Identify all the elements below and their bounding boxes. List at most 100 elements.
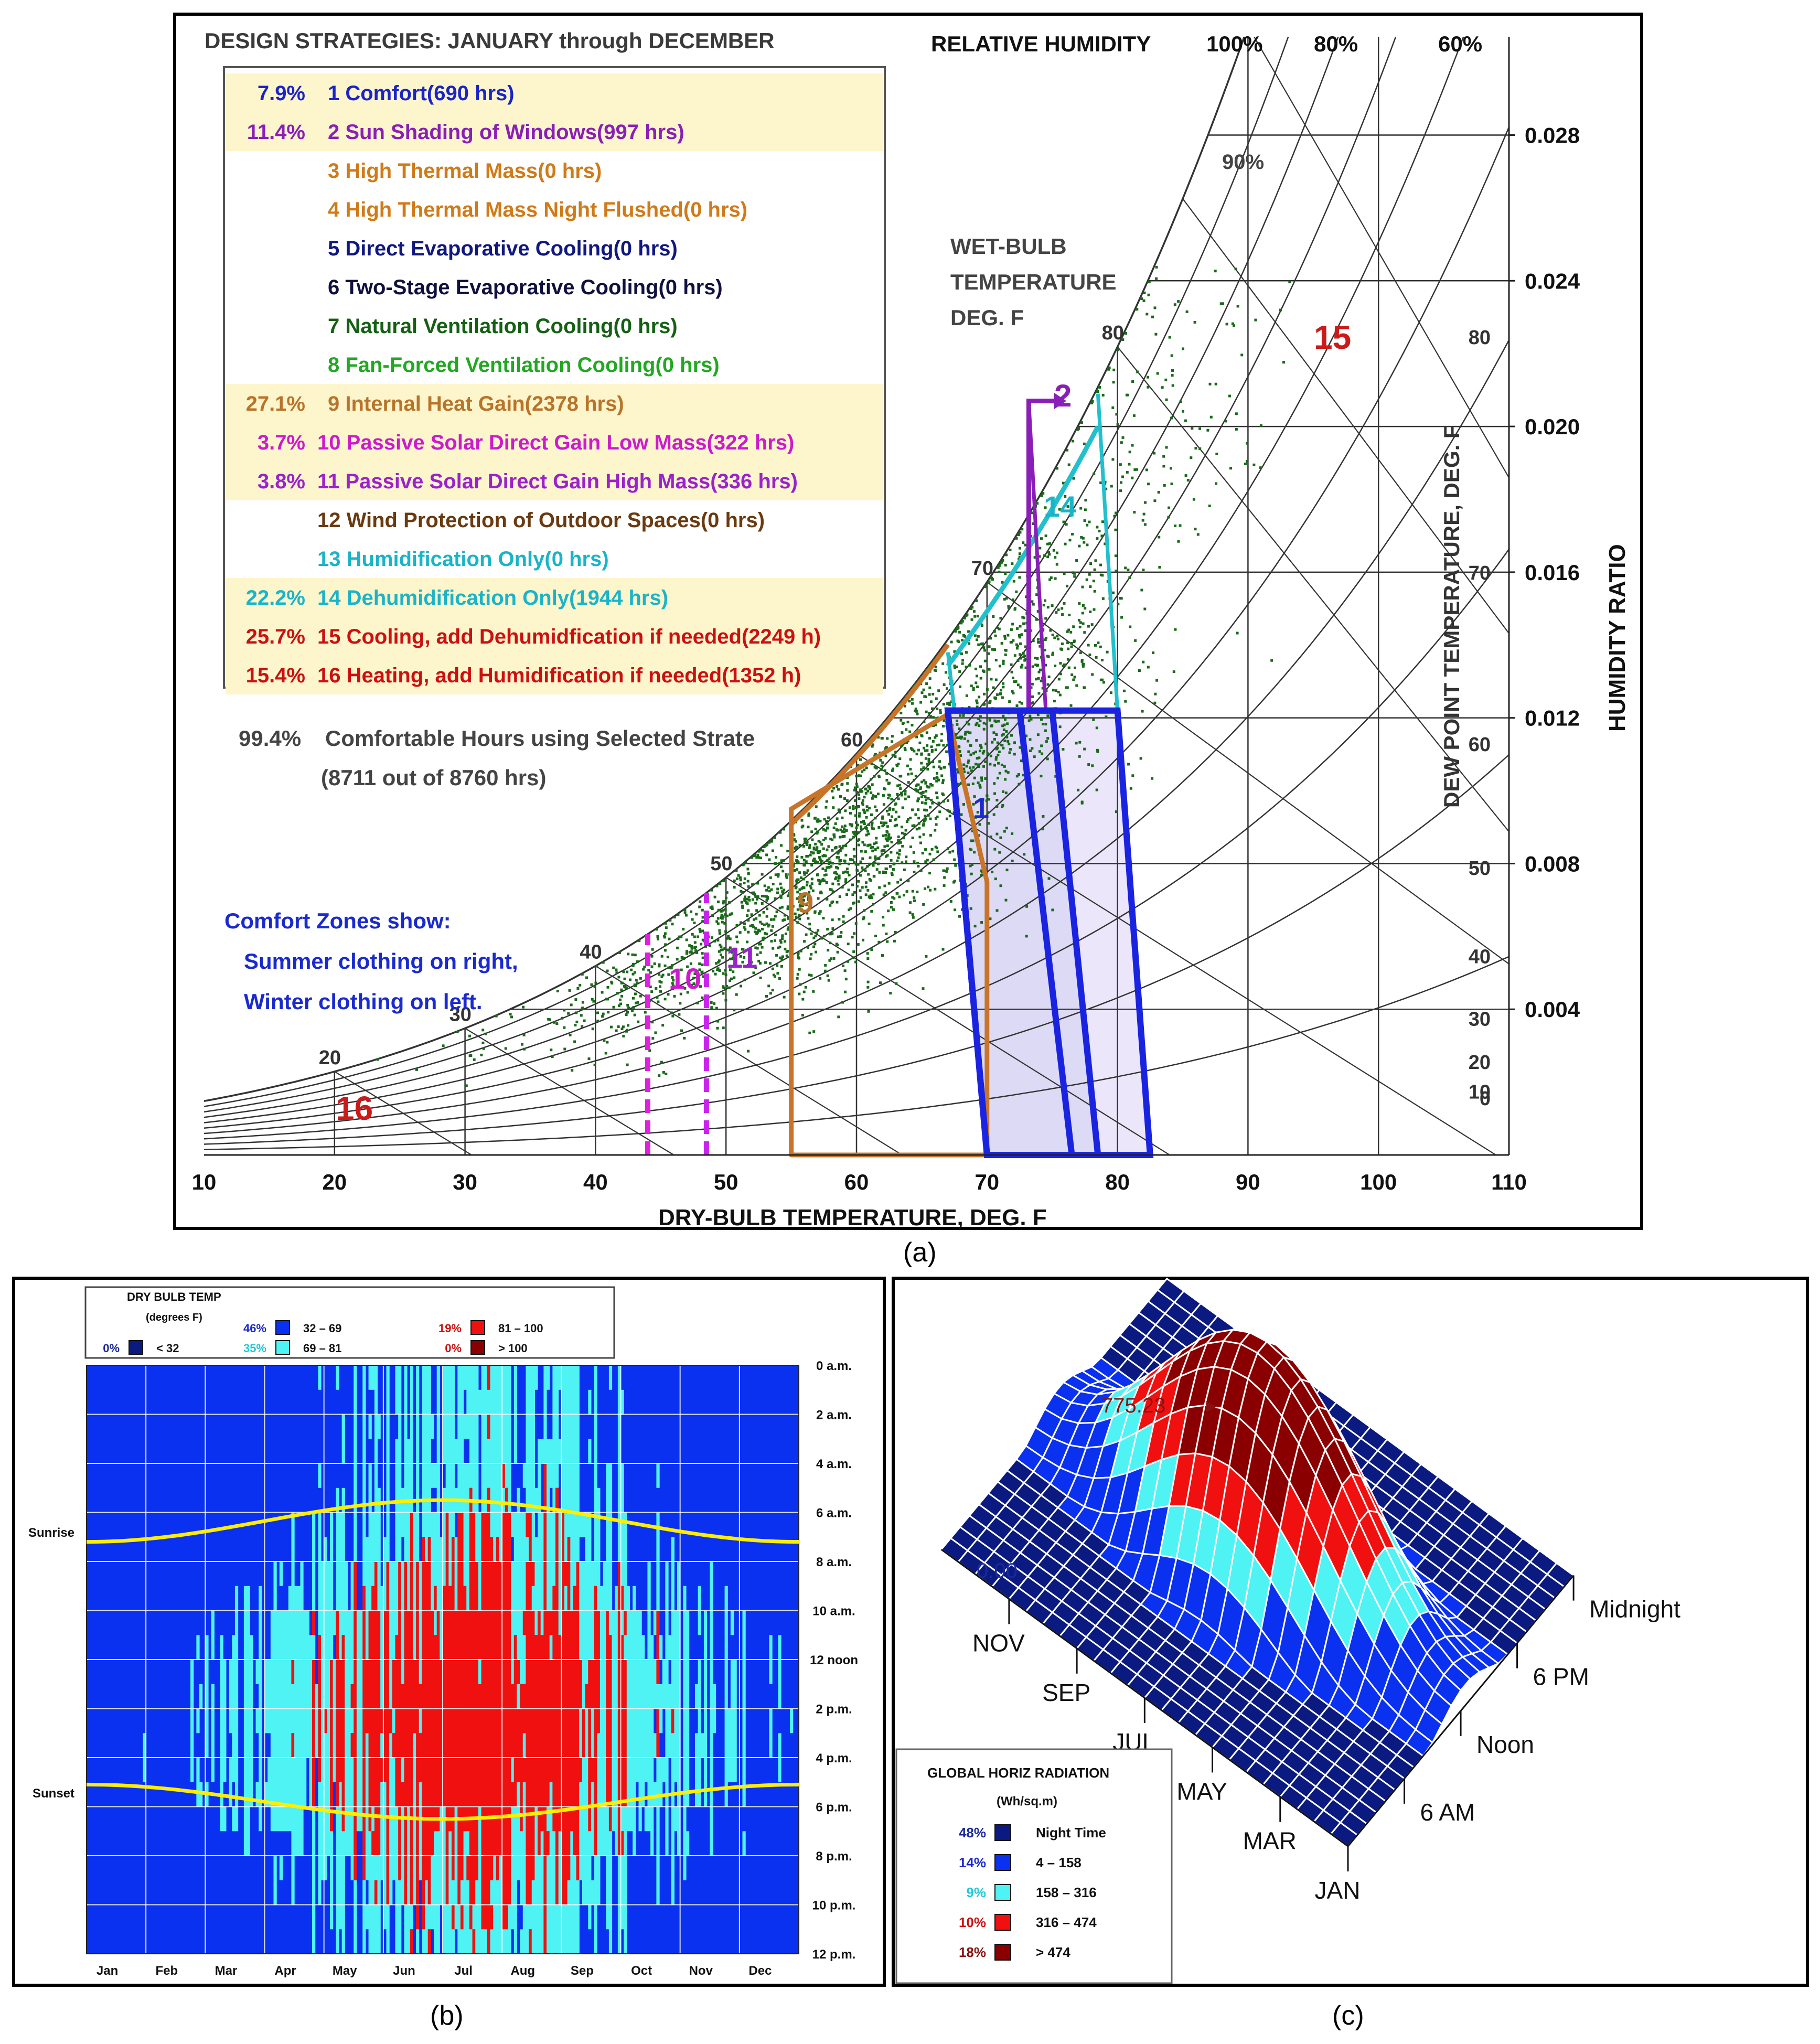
scatter-point [942, 725, 945, 727]
scatter-point [710, 889, 713, 892]
heat-cell [333, 1610, 336, 1635]
scatter-point [866, 986, 870, 989]
scatter-point [893, 825, 896, 828]
scatter-point [1114, 528, 1117, 531]
scatter-point [1246, 460, 1248, 463]
heat-cell [377, 1414, 381, 1439]
heat-cell [517, 1782, 520, 1880]
scatter-point [1131, 444, 1134, 447]
scatter-point [1007, 740, 1010, 743]
scatter-point [690, 910, 693, 913]
heatmap-legend-swatch [470, 1320, 485, 1335]
scatter-point [984, 742, 988, 745]
scatter-point [1153, 452, 1156, 455]
heat-cell [368, 1365, 372, 1390]
scatter-point [671, 987, 675, 990]
scatter-point [552, 1021, 555, 1024]
scatter-point [954, 733, 957, 736]
scatter-point [1046, 555, 1050, 559]
scatter-point [662, 1071, 665, 1074]
scatter-point [1029, 750, 1032, 752]
scatter-point [701, 908, 704, 912]
scatter-point [935, 776, 938, 779]
heat-cell [620, 1806, 624, 1832]
scatter-point [909, 817, 912, 819]
scatter-point [1100, 534, 1104, 538]
scatter-point [866, 889, 870, 892]
scatter-point [1184, 419, 1187, 422]
scatter-point [967, 740, 970, 743]
heat-cell [250, 1635, 253, 1807]
scatter-point [1044, 599, 1046, 602]
scatter-point [842, 871, 845, 874]
scatter-point [838, 876, 841, 880]
scatter-point [853, 788, 856, 791]
heat-cell [558, 1635, 562, 1832]
heat-cell [624, 1806, 627, 1954]
scatter-point [880, 821, 883, 825]
heat-cell [538, 1610, 541, 1856]
scatter-point [810, 830, 813, 833]
scatter-point [1170, 483, 1173, 485]
scatter-point [591, 1028, 594, 1031]
scatter-point [814, 860, 817, 863]
scatter-point [1009, 549, 1012, 551]
scatter-point [985, 799, 988, 802]
scatter-point [997, 776, 999, 779]
scatter-point [871, 821, 874, 825]
scatter-point [1019, 657, 1022, 660]
scatter-point [495, 1014, 498, 1018]
scatter-point [670, 964, 673, 967]
heatmap-legend-swatch [129, 1340, 143, 1355]
month-label: May [333, 1964, 357, 1978]
scatter-point [885, 772, 888, 775]
scatter-point [583, 1019, 586, 1022]
heat-cell [511, 1806, 515, 1930]
scatter-point [688, 944, 691, 947]
scatter-point [869, 879, 872, 882]
scatter-point [774, 933, 777, 936]
psychrometric-chart: 10 20 30 40 50 60 70 80 90 100 1100.0040.0080.0120… [173, 13, 1643, 1268]
scatter-point [510, 1015, 513, 1019]
heat-cell [454, 1439, 458, 1464]
heat-cell [641, 1635, 645, 1807]
scatter-point [989, 917, 992, 921]
heat-cell [425, 1880, 429, 1954]
scatter-point [727, 986, 731, 989]
scatter-point [959, 754, 962, 757]
scatter-point [1054, 775, 1057, 778]
scatter-point [1008, 751, 1011, 754]
heat-cell [585, 1684, 588, 1709]
scatter-point [1013, 741, 1016, 744]
scatter-point [743, 956, 746, 959]
scatter-point [676, 946, 679, 949]
summary-text: Comfortable Hours using Selected Strate [325, 726, 755, 751]
scatter-point [798, 968, 801, 971]
heat-cell [392, 1733, 396, 1758]
scatter-point [1072, 678, 1075, 681]
scatter-point [1157, 491, 1160, 494]
scatter-point [1192, 498, 1195, 501]
heat-cell [389, 1561, 393, 1709]
scatter-point [1062, 481, 1065, 485]
scatter-point [802, 845, 805, 848]
scatter-point [1035, 678, 1038, 681]
scatter-point [943, 766, 946, 769]
scatter-point [757, 850, 761, 853]
wetbulb-line [1182, 198, 1509, 635]
scatter-point [920, 795, 923, 798]
scatter-point [1106, 650, 1109, 654]
scatter-point [1057, 608, 1060, 612]
scatter-point [776, 964, 779, 967]
scatter-point [798, 888, 801, 891]
scatter-point [930, 749, 934, 752]
scatter-point [1024, 666, 1027, 669]
heat-cell [526, 1365, 529, 1513]
scatter-point [864, 787, 867, 790]
scatter-point [1030, 511, 1033, 515]
scatter-point [1036, 664, 1039, 667]
scatter-point [1000, 689, 1002, 692]
scatter-point [1064, 495, 1067, 498]
scatter-point [700, 943, 703, 946]
wet-bulb-label-2: TEMPERATURE [950, 270, 1117, 294]
